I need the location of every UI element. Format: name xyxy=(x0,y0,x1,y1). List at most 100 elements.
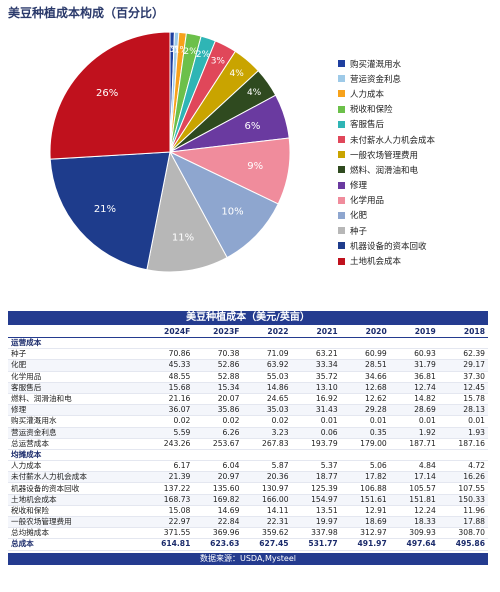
value-cell: 22.84 xyxy=(193,516,243,529)
value-cell: 369.96 xyxy=(193,527,243,540)
legend-label: 营运资金利息 xyxy=(350,74,402,85)
value-cell: 135.60 xyxy=(193,482,243,495)
row-label-cell: 运营成本 xyxy=(8,337,145,350)
value-cell: 34.66 xyxy=(340,371,390,383)
legend-swatch xyxy=(338,120,345,128)
header-year-cell: 2018 xyxy=(438,325,488,338)
value-cell: 17.14 xyxy=(389,471,439,484)
pie-slice-label: 21% xyxy=(94,204,116,215)
value-cell: 0.02 xyxy=(144,415,194,428)
pie-slice-label: 6% xyxy=(244,121,260,132)
pie-legend: 购买灌溉用水 营运资金利息 人力成本 税收和保险 客服售后 未付薪水人力机会成本 一般农场管… xyxy=(338,56,435,269)
value-cell: 0.01 xyxy=(340,415,390,428)
header-year-cell: 2019 xyxy=(389,325,439,338)
value-cell: 193.79 xyxy=(291,438,341,450)
value-cell: 22.31 xyxy=(242,516,292,529)
legend-swatch xyxy=(338,181,345,189)
value-cell: 6.26 xyxy=(193,427,243,439)
value-cell: 309.93 xyxy=(389,527,439,540)
value-cell: 623.63 xyxy=(193,538,243,551)
value-cell: 35.86 xyxy=(193,404,243,417)
row-label-cell: 总均摊成本 xyxy=(8,527,145,540)
legend-swatch xyxy=(338,227,345,235)
value-cell: 52.88 xyxy=(193,371,243,383)
pie-slice-label: 3% xyxy=(211,57,226,67)
value-cell: 36.07 xyxy=(144,404,194,417)
value-cell: 11.96 xyxy=(438,505,488,518)
data-source-note: 数据来源：USDA,Mysteel xyxy=(8,552,488,565)
value-cell: 5.59 xyxy=(144,427,194,439)
legend-label: 土地机会成本 xyxy=(350,257,402,268)
table-row: 土地机会成本 168.73 169.82 166.00 154.97 151.61 151.… xyxy=(8,494,488,506)
pie-chart-title: 美豆种植成本构成（百分比） xyxy=(8,6,165,20)
value-cell: 5.06 xyxy=(340,460,390,473)
table-row: 人力成本 6.17 6.04 5.87 5.37 5.06 4.84 4.72 xyxy=(8,460,488,473)
value-cell: 28.13 xyxy=(438,404,488,417)
table-row: 燃料、润滑油和电 21.16 20.07 24.65 16.92 12.62 14.82 15… xyxy=(8,393,488,406)
header-label-cell xyxy=(8,325,145,338)
row-label-cell: 机器设备的资本回收 xyxy=(8,482,145,495)
value-cell: 18.69 xyxy=(340,516,390,529)
table-row: 未付薪水人力机会成本 21.39 20.97 20.36 18.77 17.82 17.14… xyxy=(8,471,488,484)
row-label-cell: 客服售后 xyxy=(8,382,145,394)
pie-slice xyxy=(49,151,171,271)
value-cell: 6.04 xyxy=(193,460,243,473)
table-row: 化肥 45.33 52.86 63.92 33.34 28.51 31.79 29.17 xyxy=(8,359,488,372)
value-cell: 267.83 xyxy=(242,438,292,450)
value-cell: 14.69 xyxy=(193,505,243,518)
value-cell: 28.51 xyxy=(340,359,390,372)
value-cell xyxy=(438,449,488,462)
value-cell: 52.86 xyxy=(193,359,243,372)
value-cell: 125.39 xyxy=(291,482,341,495)
value-cell: 187.16 xyxy=(438,438,488,450)
value-cell: 0.01 xyxy=(389,415,439,428)
table-row: 总运营成本 243.26 253.67 267.83 193.79 179.00 187.7… xyxy=(8,438,488,450)
value-cell: 359.62 xyxy=(242,527,292,540)
legend-item: 客服售后 xyxy=(338,117,435,132)
cost-table: 2024F 2023F 2022 2021 2020 2019 2018 运营成本 种子 70.… xyxy=(8,325,488,551)
table-row: 客服售后 15.68 15.34 14.86 13.10 12.68 12.74 12.45 xyxy=(8,382,488,394)
value-cell: 62.39 xyxy=(438,348,488,361)
pie-slice xyxy=(146,150,228,273)
value-cell: 35.03 xyxy=(242,404,292,417)
value-cell xyxy=(242,449,292,462)
value-cell: 166.00 xyxy=(242,494,292,506)
legend-swatch xyxy=(338,60,345,68)
pie-slice-label: 9% xyxy=(247,161,263,172)
value-cell: 31.79 xyxy=(389,359,439,372)
value-cell: 16.92 xyxy=(291,393,341,406)
value-cell: 371.55 xyxy=(144,527,194,540)
value-cell xyxy=(193,337,243,350)
header-year-cell: 2020 xyxy=(340,325,390,338)
pie-slice-label: 10% xyxy=(221,207,243,218)
value-cell: 60.93 xyxy=(389,348,439,361)
value-cell: 3.23 xyxy=(242,427,292,439)
pie-slice xyxy=(168,150,279,259)
value-cell: 137.22 xyxy=(144,482,194,495)
value-cell: 5.87 xyxy=(242,460,292,473)
value-cell: 495.86 xyxy=(438,538,488,551)
value-cell: 253.67 xyxy=(193,438,243,450)
value-cell: 531.77 xyxy=(291,538,341,551)
legend-item: 化肥 xyxy=(338,208,435,223)
value-cell: 151.81 xyxy=(389,494,439,506)
legend-swatch xyxy=(338,196,345,204)
table-title: 美豆种植成本（美元/英亩） xyxy=(8,311,488,325)
value-cell: 12.24 xyxy=(389,505,439,518)
value-cell: 36.81 xyxy=(389,371,439,383)
value-cell xyxy=(389,449,439,462)
row-label-cell: 修理 xyxy=(8,404,145,417)
value-cell: 312.97 xyxy=(340,527,390,540)
value-cell xyxy=(242,337,292,350)
value-cell: 19.97 xyxy=(291,516,341,529)
value-cell: 14.11 xyxy=(242,505,292,518)
value-cell: 0.35 xyxy=(340,427,390,439)
legend-item: 税收和保险 xyxy=(338,102,435,117)
value-cell xyxy=(144,337,194,350)
pie-chart: 0%0%1%2%2%3%4%4%6%9%10%11%21%26% xyxy=(49,31,291,273)
value-cell: 12.91 xyxy=(340,505,390,518)
value-cell: 28.69 xyxy=(389,404,439,417)
value-cell: 243.26 xyxy=(144,438,194,450)
legend-item: 化学用品 xyxy=(338,193,435,208)
value-cell: 187.71 xyxy=(389,438,439,450)
